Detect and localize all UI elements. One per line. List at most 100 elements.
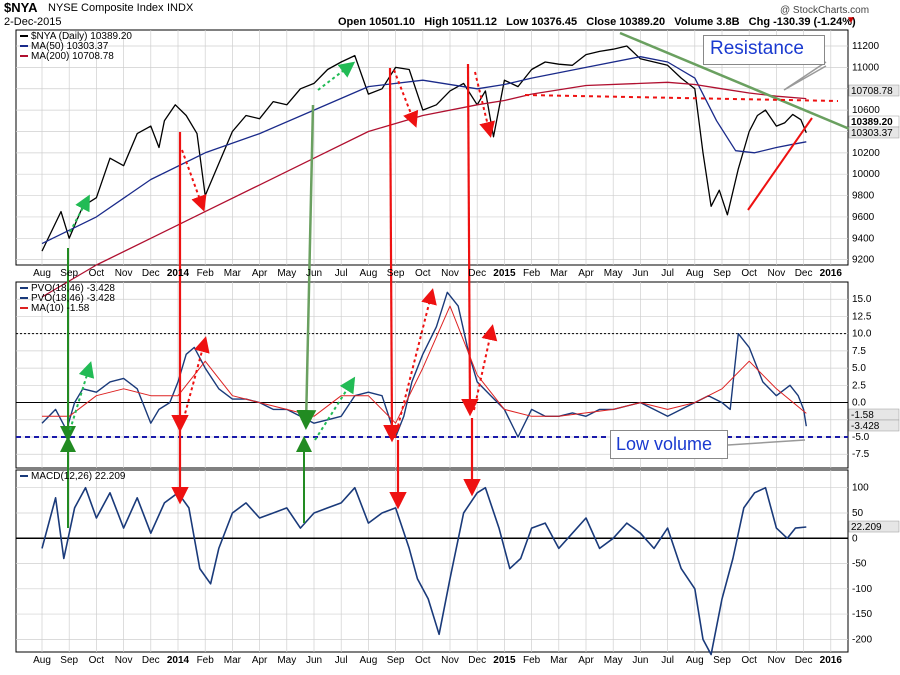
y-tick-label-price: 9800 — [852, 191, 875, 202]
x-tick-label: Dec — [468, 268, 486, 279]
x-tick-label: Nov — [768, 268, 786, 279]
legend-entry-pvo: PVO(18,46) -3.428 — [31, 283, 115, 294]
red-dotted-arrow — [474, 71, 495, 138]
x-tick-label: Jun — [632, 268, 648, 279]
x-tick-label: Jun — [632, 655, 648, 666]
y-tick-label-macd: -50 — [852, 559, 867, 570]
x-tick-label: Sep — [387, 655, 405, 666]
y-tick-label-macd: 100 — [852, 483, 869, 494]
y-tick-label-pvo: 7.5 — [852, 346, 866, 357]
y-tick-label-pvo: 12.5 — [852, 311, 872, 322]
y-tick-label-pvo: -7.5 — [852, 449, 870, 460]
chart-exchange: INDX — [167, 2, 194, 14]
y-tick-label-price: 11200 — [852, 41, 880, 52]
x-tick-label: Mar — [224, 655, 242, 666]
x-tick-label: Aug — [33, 268, 51, 279]
y-tick-label-price: 10600 — [852, 105, 880, 116]
x-tick-label: Nov — [115, 655, 133, 666]
x-tick-label: Mar — [550, 268, 568, 279]
resistance-trendline — [619, 31, 853, 132]
y-tick-label-price: 9400 — [852, 233, 875, 244]
x-tick-label: Oct — [89, 268, 105, 279]
current-value-label-pvo: -1.58 — [851, 410, 874, 421]
red-dotted-arrow — [393, 69, 419, 128]
red-vertical-arrow — [383, 67, 401, 443]
legend-entry-macd: MACD(12,26) 22.209 — [31, 471, 126, 482]
y-tick-label-pvo: -5.0 — [852, 432, 870, 443]
resistance-callout: Resistance — [703, 35, 825, 65]
resistance-pointer — [783, 61, 827, 91]
x-tick-label: Mar — [224, 268, 242, 279]
x-tick-label: Nov — [441, 268, 459, 279]
red-dotted-arrow — [181, 149, 207, 212]
resistance-label: Resistance — [710, 38, 804, 59]
x-tick-label: Aug — [360, 268, 378, 279]
current-value-box-price — [848, 126, 900, 139]
current-value-box-macd — [848, 520, 900, 533]
y-tick-label-price: 10000 — [852, 169, 880, 180]
x-tick-label: May — [604, 655, 623, 666]
current-value-label-price: 10389.20 — [851, 117, 893, 128]
legend-entry-pvo: PVO(18,46) -3.428 — [31, 293, 115, 304]
x-tick-label: Oct — [741, 655, 757, 666]
series-line-macd-0 — [41, 486, 807, 656]
legend-entry-price: $NYA (Daily) 10389.20 — [31, 31, 132, 42]
y-tick-label-price: 9200 — [852, 255, 875, 266]
ohlc-readout: Open 10501.10 High 10511.12 Low 10376.45… — [338, 16, 856, 28]
x-tick-label: Dec — [795, 268, 813, 279]
y-tick-label-price: 10200 — [852, 148, 880, 159]
red-dotted-arrow — [394, 288, 437, 439]
x-tick-label: Apr — [252, 268, 268, 279]
x-tick-label: Jul — [335, 268, 348, 279]
y-tick-label-price: 9600 — [852, 212, 875, 223]
x-tick-label: Feb — [197, 655, 215, 666]
rising-trendline — [747, 117, 813, 211]
current-value-box-price — [848, 84, 900, 97]
x-tick-label: Jun — [306, 655, 322, 666]
chart-index-name: NYSE Composite Index — [48, 2, 164, 14]
series-line-pvo-1 — [42, 305, 807, 424]
x-tick-label: Oct — [415, 268, 431, 279]
x-tick-label: Jul — [661, 655, 674, 666]
x-tick-label: Jul — [335, 655, 348, 666]
green-dotted-arrow — [69, 361, 95, 431]
x-tick-label: Jun — [306, 268, 322, 279]
red-vertical-arrow — [461, 63, 479, 417]
x-tick-label: Aug — [686, 268, 704, 279]
x-tick-label: May — [604, 268, 623, 279]
x-tick-label: Feb — [523, 268, 541, 279]
green-dotted-arrow — [317, 61, 356, 91]
chart-symbol: $NYA — [4, 0, 38, 15]
x-tick-label: Dec — [142, 268, 160, 279]
x-tick-label: Nov — [768, 655, 786, 666]
low-volume-label: Low volume — [616, 434, 713, 454]
current-value-box-pvo — [848, 419, 900, 432]
y-tick-label-macd: -150 — [852, 609, 872, 620]
watermark: @ StockCharts.com — [780, 5, 870, 16]
x-tick-label: Nov — [441, 655, 459, 666]
x-tick-label: May — [277, 268, 296, 279]
chg-down-icon: ▼ — [846, 15, 856, 26]
x-tick-label: Sep — [60, 655, 78, 666]
green-vertical-arrow — [296, 104, 317, 430]
x-tick-label: Sep — [387, 268, 405, 279]
x-tick-label: Oct — [89, 655, 105, 666]
low-volume-pointer — [727, 439, 806, 446]
legend-entry-price: MA(200) 10708.78 — [31, 51, 114, 62]
current-value-label-price: 10303.37 — [851, 128, 893, 139]
series-line-price-0 — [41, 45, 807, 252]
x-tick-label: Jul — [661, 268, 674, 279]
x-tick-label: Nov — [115, 268, 133, 279]
y-tick-label-pvo: 0.0 — [852, 398, 866, 409]
x-tick-label: Apr — [252, 655, 268, 666]
series-line-price-1 — [41, 56, 807, 245]
red-dotted-arrow — [473, 324, 498, 411]
x-tick-label: Oct — [415, 655, 431, 666]
x-tick-label: Feb — [197, 268, 215, 279]
x-tick-label: 2014 — [167, 655, 190, 666]
y-tick-label-pvo: 10.0 — [852, 329, 872, 340]
x-tick-label: Apr — [578, 268, 594, 279]
legend-entry-pvo: MA(10) -1.58 — [31, 303, 90, 314]
x-tick-label: Feb — [523, 655, 541, 666]
